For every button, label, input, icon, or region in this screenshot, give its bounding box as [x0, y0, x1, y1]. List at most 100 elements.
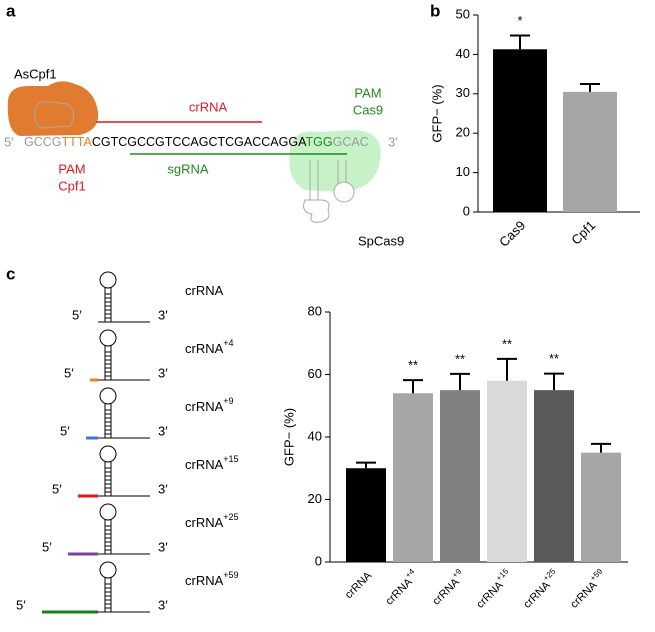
- crrna-label: crRNA+25: [185, 512, 239, 530]
- error-bar: [510, 34, 530, 50]
- x-tick-text: Cpf1: [569, 218, 599, 248]
- end-label: 5′: [60, 423, 70, 438]
- x-tick-text: crRNA: [383, 576, 415, 608]
- error-bar: [450, 372, 470, 391]
- protein-label: AsCpf1: [14, 66, 57, 81]
- end-label: 3′: [158, 481, 168, 496]
- significance: **: [549, 351, 559, 366]
- label-text: crRNA: [185, 515, 224, 530]
- end-label: 3′: [388, 134, 398, 149]
- y-tick-label: 20: [456, 125, 470, 140]
- x-tick-label: crRNA+9: [428, 567, 469, 608]
- crrna-label: crRNA+15: [185, 454, 239, 472]
- panel-label: c: [6, 264, 15, 283]
- x-tick-text: crRNA: [568, 579, 600, 611]
- end-label: 3′: [158, 539, 168, 554]
- x-tick-label: crRNA+59: [566, 567, 610, 611]
- y-tick-label: 40: [456, 46, 470, 61]
- bar: [487, 380, 527, 562]
- sequence-segment: TGG: [306, 135, 333, 149]
- error-bar: [403, 379, 423, 394]
- end-label: 5′: [4, 134, 14, 149]
- crrna-label: crRNA+9: [185, 396, 234, 414]
- y-tick-label: 80: [308, 303, 322, 318]
- end-label: 5′: [42, 539, 52, 554]
- x-tick-text: Cas9: [496, 218, 528, 250]
- label-superscript: +59: [223, 570, 238, 580]
- pam-label: Cas9: [353, 102, 383, 117]
- x-tick-text: crRNA: [430, 576, 462, 608]
- x-tick-label: crRNA: [343, 569, 375, 601]
- sgrna-loop: [303, 199, 330, 223]
- end-label: 3′: [158, 365, 168, 380]
- bar: [493, 49, 547, 212]
- end-label: 5′: [72, 307, 82, 322]
- y-tick-label: 40: [308, 428, 322, 443]
- loop: [99, 445, 117, 463]
- end-label: 3′: [158, 423, 168, 438]
- x-tick-text: crRNA: [474, 579, 506, 611]
- end-label: 5′: [52, 481, 62, 496]
- loop: [99, 271, 117, 289]
- y-tick-label: 0: [463, 203, 470, 218]
- y-tick-label: 60: [308, 366, 322, 381]
- error-bar: [591, 442, 611, 453]
- y-tick-label: 10: [456, 164, 470, 179]
- loop: [99, 561, 117, 579]
- sgrna-hairpin: [309, 160, 347, 200]
- bar: [440, 390, 480, 562]
- protein-label: SpCas9: [358, 233, 404, 248]
- sgrna-loop: [333, 181, 355, 203]
- bar: [563, 91, 617, 212]
- x-tick-label: crRNA+25: [519, 567, 563, 611]
- loop: [99, 387, 117, 405]
- x-tick-label: crRNA+15: [472, 567, 516, 611]
- end-label: 3′: [158, 597, 168, 612]
- end-label: 5′: [64, 365, 74, 380]
- label-text: crRNA: [185, 399, 224, 414]
- panel-label: a: [6, 1, 16, 20]
- y-axis-title: GFP− (%): [281, 408, 296, 466]
- y-tick-label: 50: [456, 6, 470, 21]
- y-axis-title: GFP− (%): [429, 84, 444, 142]
- y-tick-label: 0: [315, 553, 322, 568]
- significance: **: [408, 358, 418, 373]
- sequence-segment: GCCG: [24, 135, 62, 149]
- x-tick-label: Cas9: [496, 218, 528, 250]
- sequence-segment: TTTA: [62, 135, 93, 149]
- crrna-label: crRNA: [185, 283, 224, 298]
- pam-label: Cpf1: [58, 178, 85, 193]
- y-tick-label: 20: [308, 491, 322, 506]
- x-tick-label: Cpf1: [569, 218, 599, 248]
- end-label: 5′: [16, 597, 26, 612]
- end-label: 3′: [158, 307, 168, 322]
- x-tick-text: crRNA: [521, 579, 553, 611]
- spcas9-shape: [289, 130, 381, 192]
- pam-label: PAM: [354, 85, 381, 100]
- crrna-hairpin: [34, 101, 74, 129]
- sequence-segment: CGTCGCCGTCCAGCTCGACCAGGA: [92, 135, 307, 149]
- sequence-segment: GCAC: [333, 135, 369, 149]
- label-superscript: +9: [223, 396, 233, 406]
- label-text: crRNA: [185, 341, 224, 356]
- bar: [346, 468, 386, 562]
- error-bar: [497, 357, 517, 381]
- sequence: GCCGTTTACGTCGCCGTCCAGCTCGACCAGGATGGGCAC: [24, 135, 369, 149]
- x-tick-label: crRNA+4: [381, 567, 422, 608]
- significance: **: [455, 351, 465, 366]
- panel-label: b: [430, 1, 440, 20]
- sgrna-label: sgRNA: [167, 161, 209, 176]
- label-text: crRNA: [185, 573, 224, 588]
- label-text: crRNA: [185, 283, 224, 298]
- crrna-label: crRNA+59: [185, 570, 239, 588]
- error-bar: [356, 461, 376, 469]
- ascpf1-shape: [7, 81, 99, 136]
- crrna-label: crRNA: [189, 99, 228, 114]
- label-superscript: +25: [223, 512, 238, 522]
- bar: [393, 393, 433, 562]
- bar: [534, 390, 574, 562]
- label-text: crRNA: [185, 457, 224, 472]
- y-tick-label: 30: [456, 85, 470, 100]
- crrna-label: crRNA+4: [185, 338, 234, 356]
